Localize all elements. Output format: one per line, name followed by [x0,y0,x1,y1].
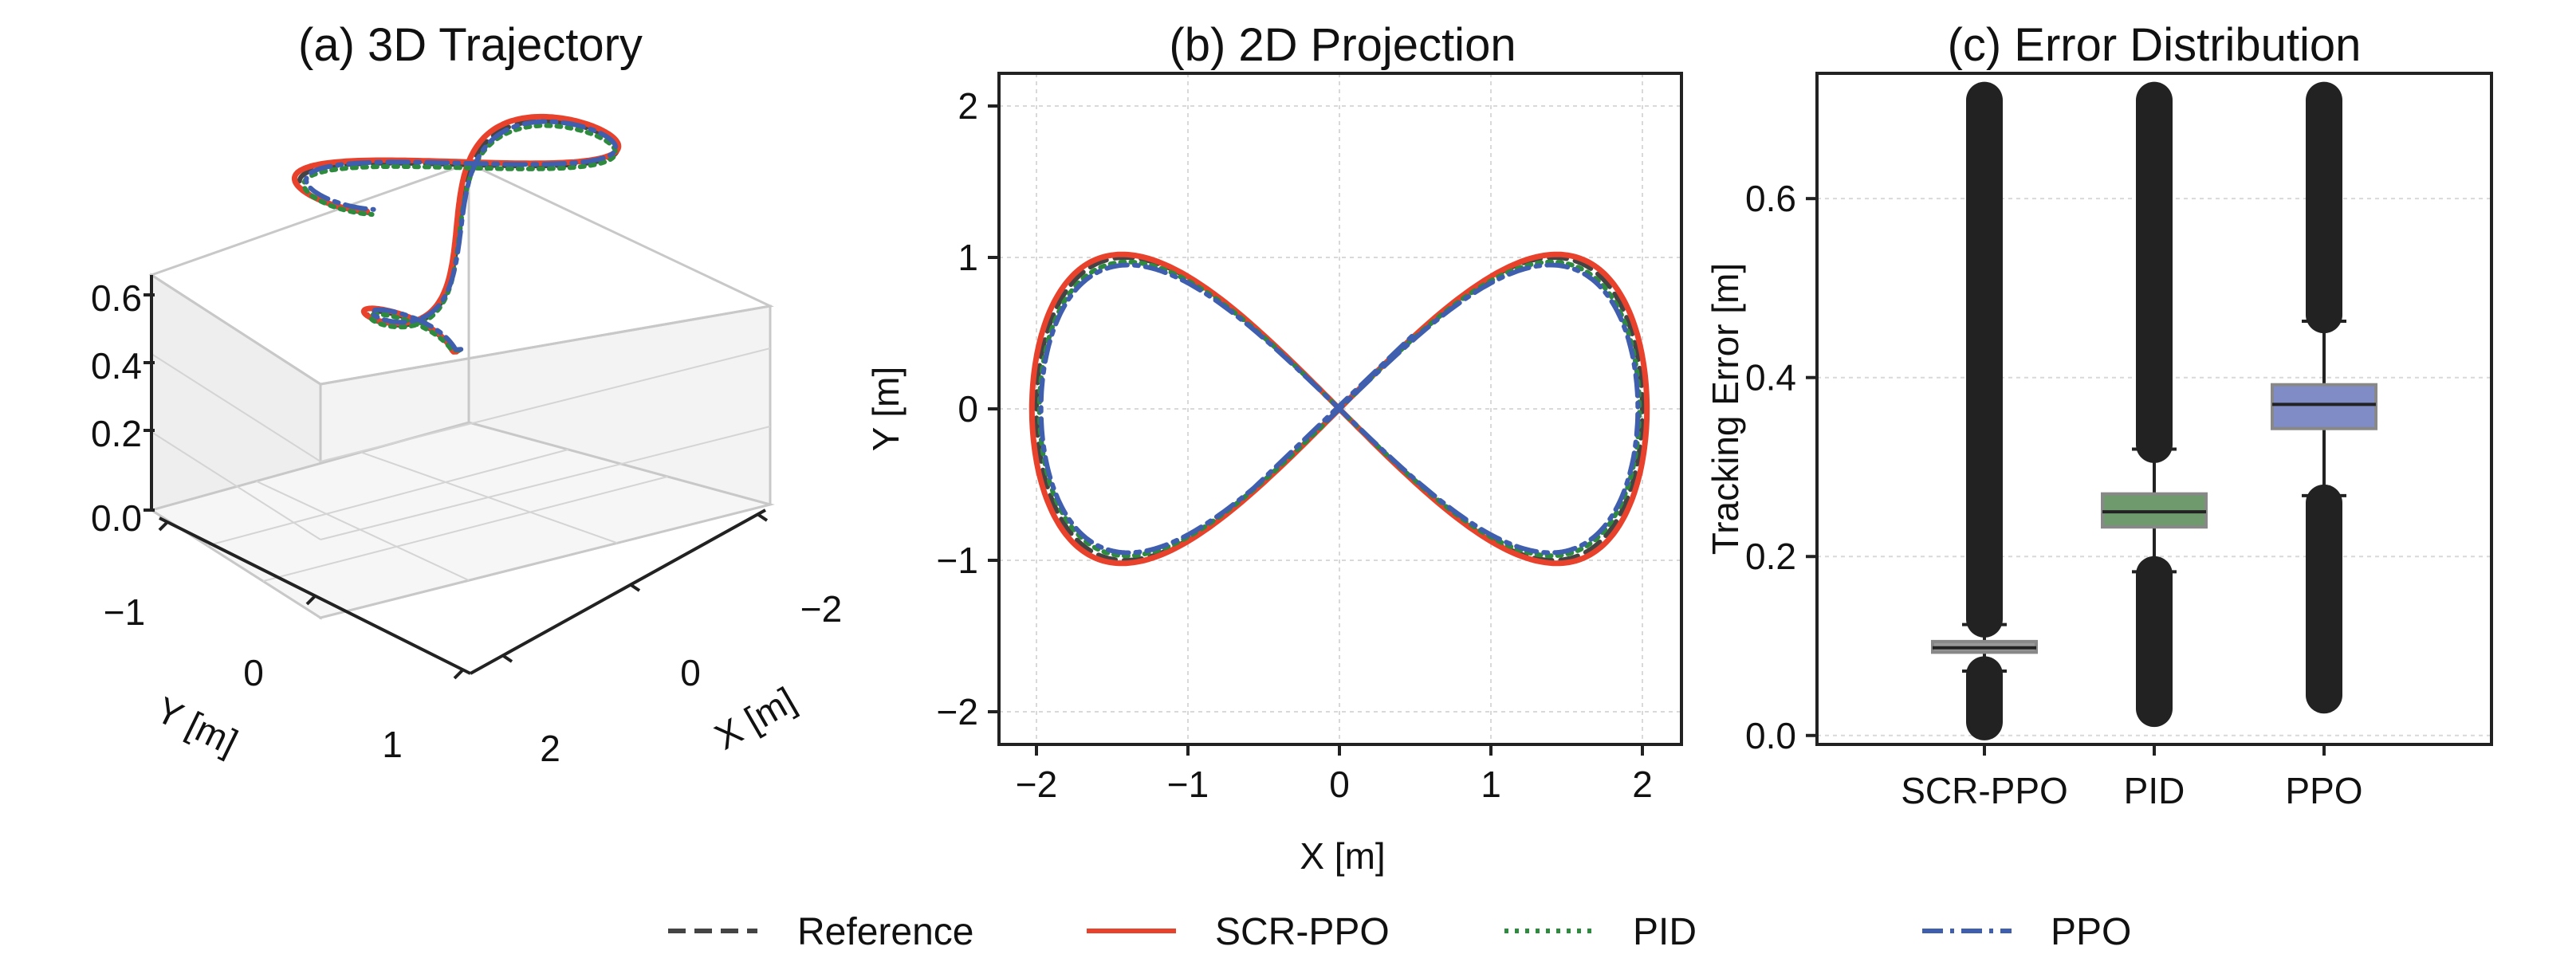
legend-label-pid: PID [1633,911,1697,953]
ticks-2d: −2 −2 −1 −1 0 0 1 1 2 2 [937,85,1653,805]
z-tick-label: 0.2 [91,413,142,454]
x-tick-label: −1 [1167,764,1209,805]
trajectories-3d [291,113,622,355]
x-axis-line [470,509,766,675]
y-tick-label: 0 [243,652,264,693]
y-axis-title-3d: Y [m] [150,689,245,763]
grid-line-3d [151,353,321,462]
category-label: PID [2124,770,2185,811]
y-axis-title-2d: Y [m] [865,367,907,452]
x-tick-label: 1 [1481,764,1501,805]
legend-label-scr-ppo: SCR-PPO [1215,911,1390,953]
title-box: (c) Error Distribution [1948,19,2362,71]
y-tick-label: −2 [937,691,978,732]
z-tick-label: 0.4 [91,345,142,387]
y-tick-label: 2 [958,85,978,127]
x-axis-title-3d: X [m] [708,679,803,758]
x-tick-label: −2 [800,588,842,630]
z-tick-label: 0.0 [91,497,142,539]
y-tick-label: −1 [104,591,145,633]
category-label: PPO [2285,770,2362,811]
x-tick-label: 0 [1329,764,1350,805]
grid-line-3d [206,449,568,547]
y-tick-mark [158,520,169,532]
y-axis-line [159,516,471,675]
ticks-3d [144,293,769,680]
ticks-box: 0.0 0.2 0.4 0.6 SCR-PPO PID PPO [1745,178,2363,811]
grid-line-3d [262,476,668,583]
grid-line-3d [151,431,321,540]
z-tick-label: 0.6 [91,277,142,319]
y-tick-mark [453,669,464,680]
legend: Reference SCR-PPO PID PPO [668,911,2131,953]
title-2d: (b) 2D Projection [1169,19,1516,71]
grid-line-3d [360,451,618,544]
panel-3d-trajectory: (a) 3D Trajectory 0.6 0.4 0.2 0.0 −1 0 1… [91,19,842,769]
trajectory-3d-pid [301,123,618,353]
y-axis-title-box: Tracking Error [m] [1705,263,1746,555]
y-tick-label: 0.4 [1745,357,1796,399]
grid-line-3d [320,426,771,540]
trajectory-3d-ppo [304,119,619,352]
grid-line-3d [255,480,470,582]
panel-error-distribution: (c) Error Distribution 0.0 0.2 0.4 0.6 SCR-P… [1705,19,2493,811]
x-tick-mark [756,512,769,522]
x-tick-mark [628,583,641,592]
trajectory-2d-ppo [1038,262,1641,556]
pane-top-edges [148,162,774,386]
panel-2d-projection: (b) 2D Projection −2 −2 −1 −1 0 0 1 1 2 2 X [m] Y… [865,19,1683,877]
x-tick-label: −2 [1016,764,1057,805]
boxplots [1817,81,2491,740]
legend-label-ppo: PPO [2051,911,2131,953]
trajectories-2d [1028,251,1650,567]
category-label: SCR-PPO [1901,770,2068,811]
legend-label-reference: Reference [797,911,973,953]
y-tick-label: 0 [958,388,978,430]
y-tick-label: 0.0 [1745,715,1796,756]
trajectory-3d-scr-ppo [291,113,622,355]
grid-line-3d [320,348,771,462]
x-tick-label: 2 [540,728,560,769]
title-3d: (a) 3D Trajectory [298,19,643,71]
y-tick-label: 1 [958,237,978,278]
y-tick-label: 1 [382,724,403,765]
box-ppo [2271,383,2377,430]
y-tick-label: 0.2 [1745,536,1796,577]
y-tick-label: 0.6 [1745,178,1796,219]
x-tick-label: 2 [1632,764,1653,805]
x-axis-title-2d: X [m] [1300,835,1385,877]
y-tick-mark [305,595,317,606]
y-tick-label: −1 [937,540,978,581]
x-tick-label: 0 [680,652,701,693]
grid-3d [151,348,771,583]
x-tick-mark [501,654,513,663]
pane-floor [148,421,775,619]
